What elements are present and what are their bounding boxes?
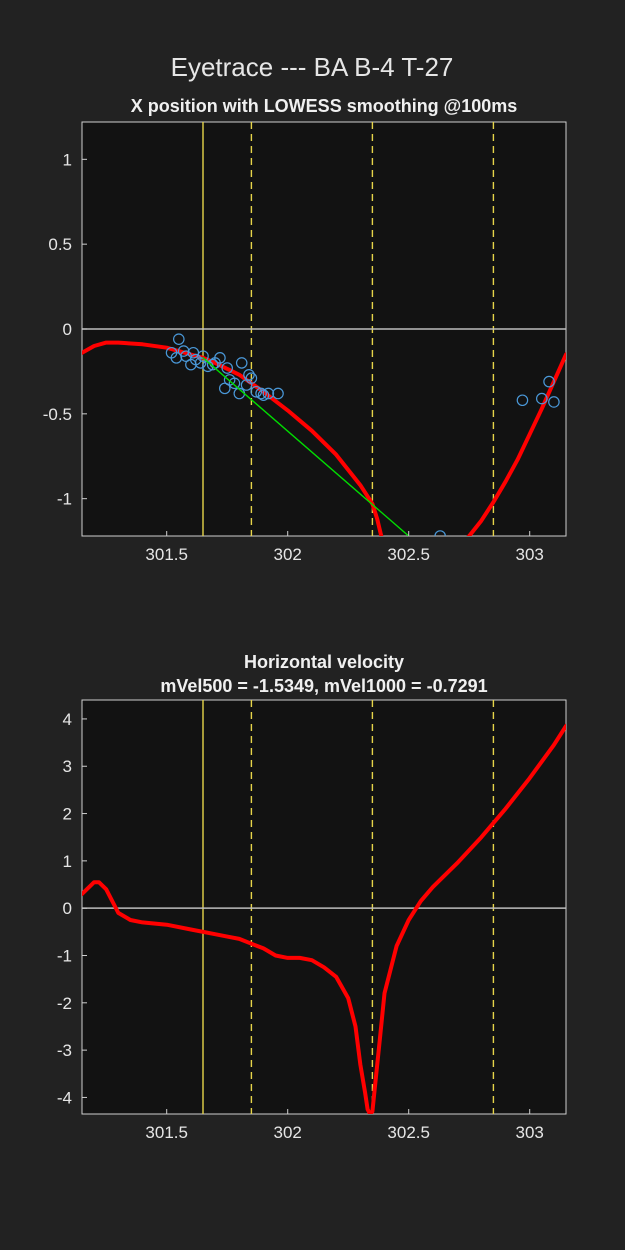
velocity-y-tick-label: 0 [63,899,72,918]
position-raw-samples-point [197,350,209,362]
position-raw-samples-point [516,394,529,407]
velocity-axes-subtitle: mVel500 = -1.5349, mVel1000 = -0.7291 [160,676,487,696]
position-x-tick-label: 303 [516,545,544,564]
position-raw-samples-point [434,530,446,536]
position-series [82,333,566,536]
position-raw-samples-point [535,392,548,405]
velocity-y-tick-label: 4 [63,710,72,729]
position-x-tick-label: 302 [274,545,302,564]
position-y-tick-label: 0 [63,320,72,339]
position-raw-samples-point [228,377,241,390]
position-raw-samples-point [194,357,207,369]
velocity-axes-title: Horizontal velocity [244,652,404,672]
position-raw-samples-point [272,387,284,400]
velocity-y-tick-label: -4 [57,1088,72,1107]
position-raw-samples-point [250,385,263,398]
velocity-x-tick-label: 302 [274,1123,302,1142]
figure-title: Eyetrace --- BA B-4 T-27 [171,52,454,82]
velocity-series [82,724,566,1114]
velocity-x-ticks: 301.5 302 302.5 303 [145,1109,544,1142]
position-lowess-smoothed-line [82,340,566,536]
position-raw-samples-point [235,357,248,369]
position-raw-samples-point [245,372,258,385]
position-axes: X position with LOWESS smoothing @100ms … [43,96,567,564]
velocity-y-tick-label: 1 [63,852,72,871]
position-linear-fit-line [202,357,410,536]
position-x-tick-label: 302.5 [387,545,430,564]
position-x-ticks: 301.5 302 302.5 303 [145,531,544,564]
velocity-plot-area [81,699,567,1115]
velocity-y-tick-label: -1 [57,946,72,965]
position-raw-samples-point [206,358,219,371]
velocity-y-ticks: 4 3 2 1 0 -1 -2 -3 -4 [57,710,87,1107]
velocity-x-tick-label: 301.5 [145,1123,188,1142]
velocity-axes: Horizontal velocity mVel500 = -1.5349, m… [57,652,567,1142]
velocity-y-tick-label: -2 [57,994,72,1013]
position-x-tick-label: 301.5 [145,545,188,564]
position-axes-title: X position with LOWESS smoothing @100ms [131,96,518,116]
position-y-tick-label: 1 [63,150,72,169]
position-raw-samples-point [218,382,231,395]
position-raw-samples-point [221,362,233,374]
velocity-event-lines [202,700,495,1114]
position-raw-samples-point [543,375,555,388]
position-raw-samples-point [214,352,226,364]
velocity-y-tick-label: -3 [57,1041,72,1060]
position-raw-samples-point [173,333,185,345]
position-raw-samples-point [262,387,275,400]
velocity-y-tick-label: 2 [63,805,72,824]
position-y-tick-label: -1 [57,490,72,509]
position-raw-samples-point [255,387,267,400]
position-raw-samples-point [243,369,255,381]
position-raw-samples-point [548,396,560,408]
velocity-y-tick-label: 3 [63,757,72,776]
position-y-tick-label: -0.5 [43,405,72,424]
position-y-ticks: 1 0.5 0 -0.5 -1 [43,150,87,509]
velocity-velocity-line [82,724,566,1114]
position-raw-samples-point [257,389,270,401]
velocity-x-tick-label: 302.5 [387,1123,430,1142]
velocity-x-tick-label: 303 [516,1123,544,1142]
position-y-tick-label: 0.5 [48,235,72,254]
